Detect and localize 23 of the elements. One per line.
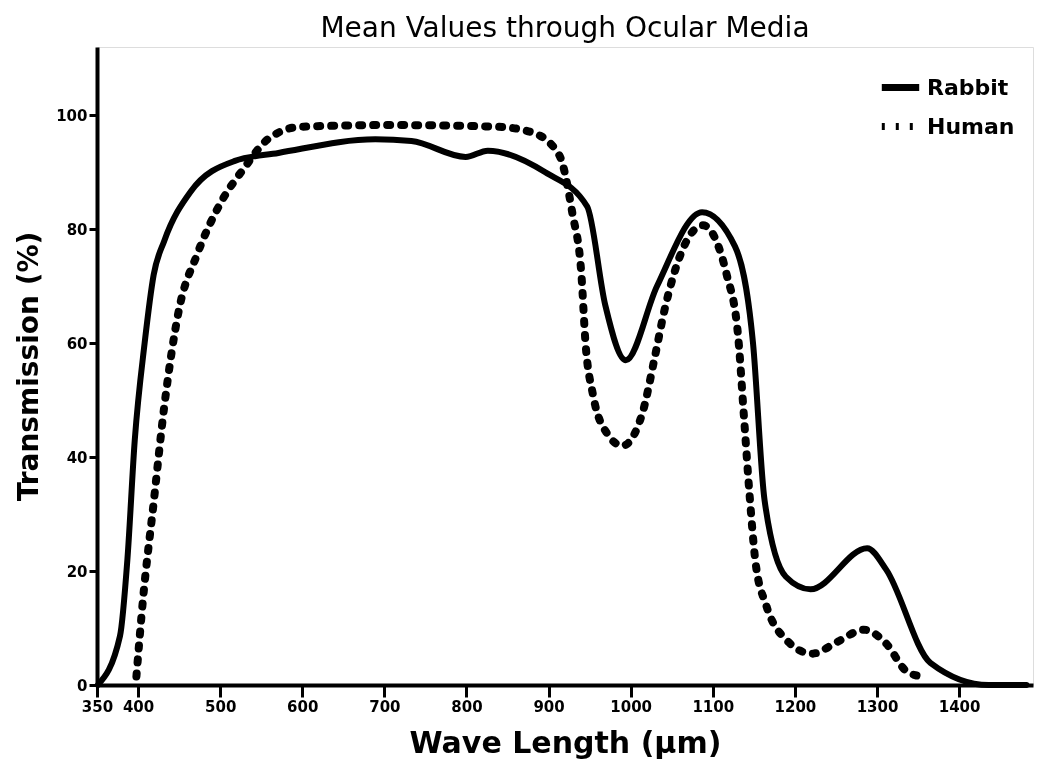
legend-label: Human: [927, 113, 1015, 139]
y-axis-title: Transmission (%): [12, 231, 46, 502]
x-tick-label: 1400: [938, 697, 981, 716]
y-tick-label: 100: [56, 106, 88, 125]
legend-label: Rabbit: [927, 74, 1009, 100]
x-tick-label: 400: [122, 697, 155, 716]
x-tick-label: 350: [81, 697, 114, 716]
y-tick-label: 40: [66, 448, 88, 467]
y-tick-label: 20: [66, 562, 88, 581]
x-tick-label: 600: [287, 697, 319, 716]
x-tick-label: 1200: [774, 697, 817, 716]
x-axis-title: Wave Length (μm): [409, 724, 722, 760]
y-tick-label: 80: [66, 220, 88, 239]
x-tick-label: 1300: [856, 697, 899, 716]
y-tick-label: 60: [66, 334, 88, 353]
x-tick-label: 1000: [610, 697, 653, 716]
y-tick-label: 0: [77, 676, 88, 695]
x-tick-label: 800: [451, 697, 483, 716]
x-tick-label: 500: [205, 697, 237, 716]
x-tick-label: 700: [369, 697, 401, 716]
chart-title: Mean Values through Ocular Media: [320, 11, 810, 44]
x-tick-label: 1100: [692, 697, 735, 716]
x-tick-label: 900: [533, 697, 565, 716]
